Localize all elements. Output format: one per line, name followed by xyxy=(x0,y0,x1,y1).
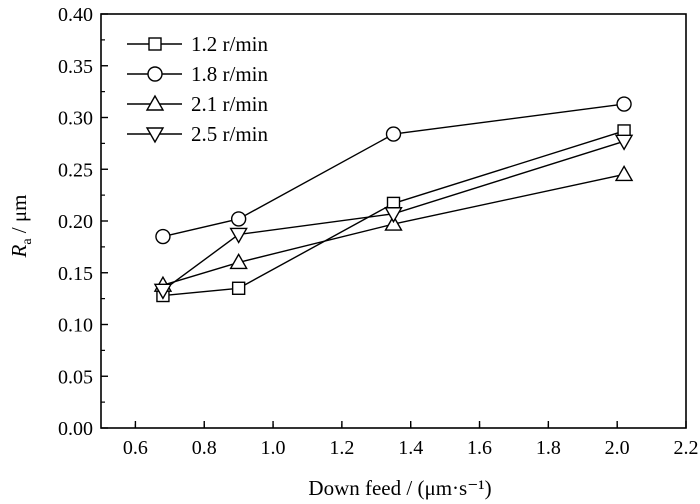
data-point-triangle-up xyxy=(229,252,248,270)
y-tick-label: 0.05 xyxy=(58,366,93,388)
series-line xyxy=(162,130,625,297)
y-axis-title: Ra / μm xyxy=(7,195,35,259)
series-2 xyxy=(153,165,634,292)
x-tick-label: 1.6 xyxy=(467,437,492,459)
series-3 xyxy=(153,134,634,300)
y-axis-title-subscript: a xyxy=(20,238,35,245)
x-axis-title: Down feed / (μm·s⁻¹) xyxy=(308,476,491,500)
data-point-square xyxy=(231,281,246,295)
plot-series xyxy=(153,96,634,303)
legend-item: 2.5 r/min xyxy=(127,122,268,146)
x-tick-label: 2.0 xyxy=(605,437,630,459)
data-point-circle xyxy=(616,96,632,112)
legend-marker-square xyxy=(148,37,162,51)
series-line xyxy=(162,103,625,238)
y-tick-label: 0.15 xyxy=(58,263,93,285)
y-axis-title-symbol: R xyxy=(7,244,31,258)
data-point-circle xyxy=(385,126,402,142)
y-tick-label: 0.35 xyxy=(58,56,93,78)
data-point-circle xyxy=(155,228,171,245)
data-point-triangle-down xyxy=(614,134,634,151)
y-tick-label: 0.40 xyxy=(58,4,93,26)
legend-label: 2.1 r/min xyxy=(191,92,268,116)
x-tick-label: 2.2 xyxy=(674,437,699,459)
y-tick-label: 0.25 xyxy=(58,159,93,181)
data-point-triangle-down xyxy=(384,207,403,224)
x-tick-label: 0.6 xyxy=(123,437,148,459)
y-tick-label: 0.20 xyxy=(58,211,93,233)
legend: 1.2 r/min 1.8 r/min 2.1 r/min 2.5 r/min xyxy=(127,32,268,146)
data-point-circle xyxy=(230,211,247,227)
x-tick-label: 1.0 xyxy=(261,437,286,459)
legend-item: 2.1 r/min xyxy=(127,92,268,116)
series-1 xyxy=(155,96,632,245)
legend-marker-circle xyxy=(147,66,163,82)
y-tick-label: 0.10 xyxy=(58,315,93,337)
series-line xyxy=(162,173,625,286)
data-point-triangle-up xyxy=(614,165,634,182)
series-line xyxy=(162,140,625,291)
y-tick-label: 0.00 xyxy=(58,418,93,440)
x-tick-label: 1.8 xyxy=(536,437,561,459)
x-tick-label: 0.8 xyxy=(192,437,217,459)
legend-item: 1.2 r/min xyxy=(127,32,268,56)
y-axis: 0.00 0.05 0.10 0.15 0.20 0.25 0.30 0.35 0.40 xyxy=(58,4,108,440)
legend-marker-triangle-down xyxy=(145,127,165,144)
y-tick-label: 0.30 xyxy=(58,108,93,130)
x-axis: 0.6 0.8 1.0 1.2 1.4 1.6 1.8 2.0 2.2 xyxy=(123,421,699,459)
legend-label: 1.2 r/min xyxy=(191,32,268,56)
legend-label: 2.5 r/min xyxy=(191,122,268,146)
x-tick-label: 1.4 xyxy=(398,437,423,459)
data-point-triangle-down xyxy=(229,227,248,244)
y-axis-title-unit: / μm xyxy=(7,195,31,239)
legend-label: 1.8 r/min xyxy=(191,62,268,86)
legend-marker-triangle-up xyxy=(145,94,165,111)
x-tick-label: 1.2 xyxy=(329,437,354,459)
data-point-triangle-down xyxy=(153,283,173,300)
legend-item: 1.8 r/min xyxy=(127,62,268,86)
